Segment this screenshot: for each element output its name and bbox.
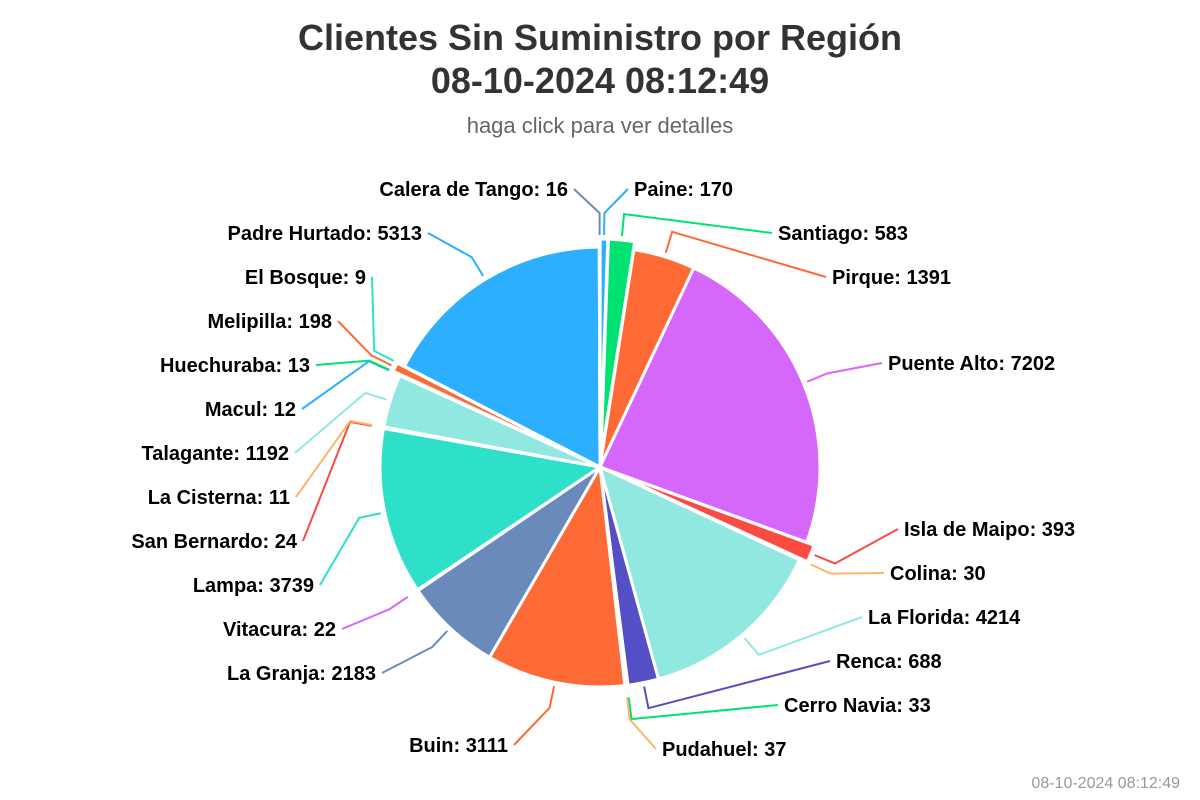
- connector-calera-de-tango: [573, 188, 601, 236]
- slice-labels: Paine: 170 Santiago: 583 Pirque: 1391 Puent…: [131, 179, 1075, 761]
- slice-la-florida[interactable]: [597, 464, 802, 681]
- label-macul[interactable]: Macul: 12: [205, 399, 296, 421]
- connector-cerro-navia: [627, 697, 779, 721]
- label-isla-de-maipo[interactable]: Isla de Maipo: 393: [904, 519, 1075, 541]
- connector-santiago: [620, 213, 773, 237]
- connector-melipilla: [337, 320, 392, 367]
- connector-pirque: [664, 230, 827, 278]
- label-la-cisterna[interactable]: La Cisterna: 11: [148, 487, 290, 509]
- connector-paine: [603, 188, 629, 236]
- connector-huechuraba: [315, 359, 390, 371]
- label-san-bernardo[interactable]: San Bernardo: 24: [131, 531, 297, 553]
- connector-el-bosque: [371, 276, 395, 362]
- connector-macul: [301, 360, 390, 410]
- label-la-florida[interactable]: La Florida: 4214: [868, 607, 1021, 629]
- connector-buin: [513, 686, 556, 746]
- connector-vitacura: [341, 596, 409, 630]
- connector-la-granja: [381, 630, 449, 674]
- footer-timestamp: 08-10-2024 08:12:49: [1031, 775, 1180, 792]
- label-la-granja[interactable]: La Granja: 2183: [227, 663, 376, 685]
- connector-la-cisterna: [295, 419, 373, 498]
- label-talagante[interactable]: Talagante: 1192: [142, 443, 289, 465]
- label-pudahuel[interactable]: Pudahuel: 37: [662, 739, 786, 761]
- connector-isla-de-maipo: [814, 528, 899, 565]
- connector-pudahuel: [626, 697, 657, 750]
- label-connectors: [294, 188, 899, 750]
- pie-slices: [373, 237, 822, 696]
- connector-colina: [810, 563, 885, 575]
- label-padre-hurtado[interactable]: Padre Hurtado: 5313: [227, 223, 422, 245]
- label-pirque[interactable]: Pirque: 1391: [832, 267, 951, 289]
- connector-renca: [643, 660, 831, 710]
- slice-padre-hurtado[interactable]: [402, 245, 602, 470]
- label-buin[interactable]: Buin: 3111: [409, 735, 508, 757]
- label-renca[interactable]: Renca: 688: [836, 651, 942, 673]
- slice-lampa[interactable]: [378, 426, 604, 592]
- slice-calera-de-tango[interactable]: [597, 237, 602, 460]
- connector-lampa: [319, 512, 382, 586]
- label-melipilla[interactable]: Melipilla: 198: [208, 311, 333, 333]
- chart-subtitle: haga click para ver detalles: [467, 113, 734, 138]
- connector-talagante: [294, 391, 387, 454]
- label-huechuraba[interactable]: Huechuraba: 13: [160, 355, 310, 377]
- connector-la-florida: [743, 616, 863, 657]
- label-lampa[interactable]: Lampa: 3739: [193, 575, 314, 597]
- connector-puente-alto: [806, 362, 883, 383]
- slice-buin[interactable]: [487, 462, 627, 689]
- label-vitacura[interactable]: Vitacura: 22: [223, 619, 336, 641]
- label-puente-alto[interactable]: Puente Alto: 7202: [888, 353, 1055, 375]
- label-el-bosque[interactable]: El Bosque: 9: [245, 267, 366, 289]
- chart-title: Clientes Sin Suministro por Región: [298, 17, 902, 58]
- chart-title-timestamp: 08-10-2024 08:12:49: [431, 60, 769, 101]
- label-calera-de-tango[interactable]: Calera de Tango: 16: [379, 179, 568, 201]
- label-colina[interactable]: Colina: 30: [890, 563, 986, 585]
- label-paine[interactable]: Paine: 170: [634, 179, 733, 201]
- slice-puente-alto[interactable]: [597, 266, 822, 545]
- connector-padre-hurtado: [427, 232, 484, 277]
- label-santiago[interactable]: Santiago: 583: [778, 223, 908, 245]
- label-cerro-navia[interactable]: Cerro Navia: 33: [784, 695, 931, 717]
